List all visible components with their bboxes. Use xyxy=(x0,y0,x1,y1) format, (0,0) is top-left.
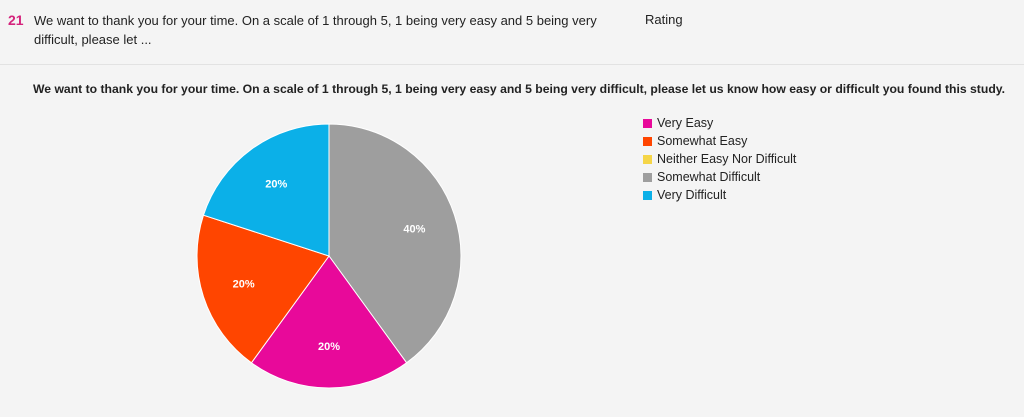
legend-item[interactable]: Very Difficult xyxy=(643,186,796,204)
question-text: We want to thank you for your time. On a… xyxy=(34,13,597,47)
legend-label: Very Easy xyxy=(657,116,714,130)
pie-slice xyxy=(250,255,408,389)
legend-label: Neither Easy Nor Difficult xyxy=(657,152,797,166)
question-number: 21 xyxy=(8,12,24,28)
legend-item[interactable]: Somewhat Difficult xyxy=(643,168,796,186)
pie-slice xyxy=(202,123,330,257)
pie-slice xyxy=(196,214,330,364)
legend-label: Somewhat Difficult xyxy=(657,170,761,184)
slice-label: 20% xyxy=(265,178,287,190)
legend-label: Very Difficult xyxy=(657,188,727,202)
question-type: Rating xyxy=(645,12,683,27)
slice-label: 20% xyxy=(233,279,255,291)
legend-swatch xyxy=(643,190,652,200)
slice-label: 20% xyxy=(318,341,340,353)
legend-item[interactable]: Somewhat Easy xyxy=(643,132,796,150)
slice-label: 40% xyxy=(403,223,425,235)
legend-swatch xyxy=(643,154,652,164)
chart-title: We want to thank you for your time. On a… xyxy=(33,82,1006,96)
question-row[interactable]: 21 We want to thank you for your time. O… xyxy=(0,0,1024,56)
legend-item[interactable]: Very Easy xyxy=(643,114,796,132)
legend-item[interactable]: Neither Easy Nor Difficult xyxy=(643,150,796,168)
legend-label: Somewhat Easy xyxy=(657,134,748,148)
pie-slice xyxy=(328,123,462,364)
legend-swatch xyxy=(643,172,652,182)
chart-legend: Very Easy Somewhat Easy Neither Easy Nor D… xyxy=(643,114,796,204)
legend-swatch xyxy=(643,136,652,146)
divider xyxy=(0,64,1024,65)
legend-swatch xyxy=(643,118,652,128)
